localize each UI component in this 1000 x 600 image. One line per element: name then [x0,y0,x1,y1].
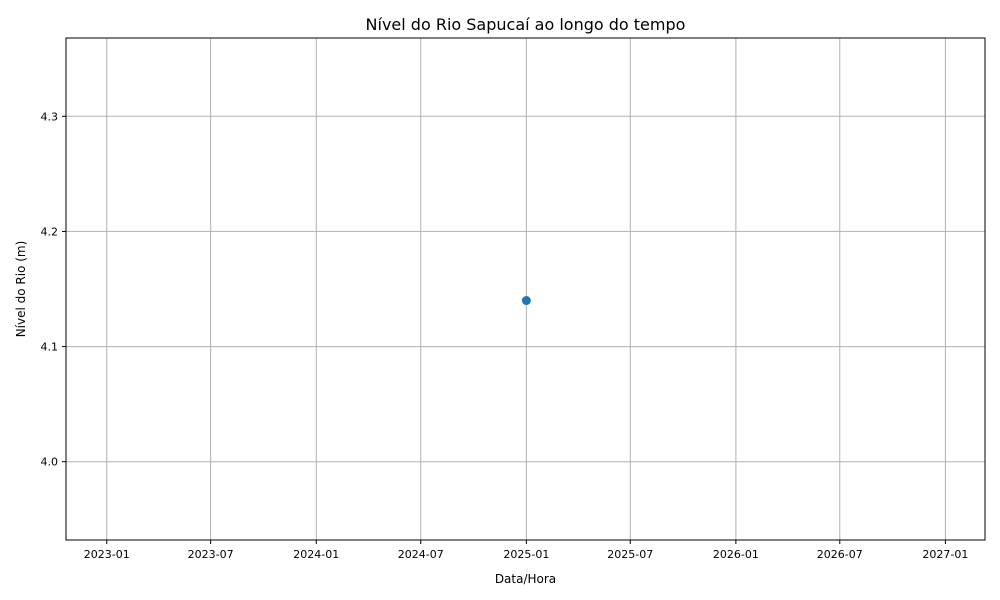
x-tick-label: 2025-07 [607,548,653,561]
x-tick-label: 2025-01 [503,548,549,561]
y-tick-label: 4.3 [41,110,59,123]
x-tick-label: 2023-07 [188,548,234,561]
x-tick-label: 2023-01 [84,548,130,561]
chart-title: Nível do Rio Sapucaí ao longo do tempo [366,15,686,34]
x-tick-label: 2024-07 [398,548,444,561]
plot-area-frame [65,37,986,541]
x-tick-label: 2027-01 [922,548,968,561]
data-points [521,296,531,306]
grid-lines [66,38,985,540]
y-tick-label: 4.2 [41,225,59,238]
data-point [521,296,531,306]
x-tick-label: 2026-07 [817,548,863,561]
y-tick-label: 4.0 [41,456,59,469]
y-axis-label: Nível do Rio (m) [14,241,28,338]
x-axis-label: Data/Hora [495,572,556,586]
x-tick-label: 2026-01 [713,548,759,561]
y-tick-label: 4.1 [41,341,59,354]
axis-ticks: 2023-01 2023-07 2024-01 2024-07 2025-01 2025-… [41,110,969,561]
x-tick-label: 2024-01 [293,548,339,561]
